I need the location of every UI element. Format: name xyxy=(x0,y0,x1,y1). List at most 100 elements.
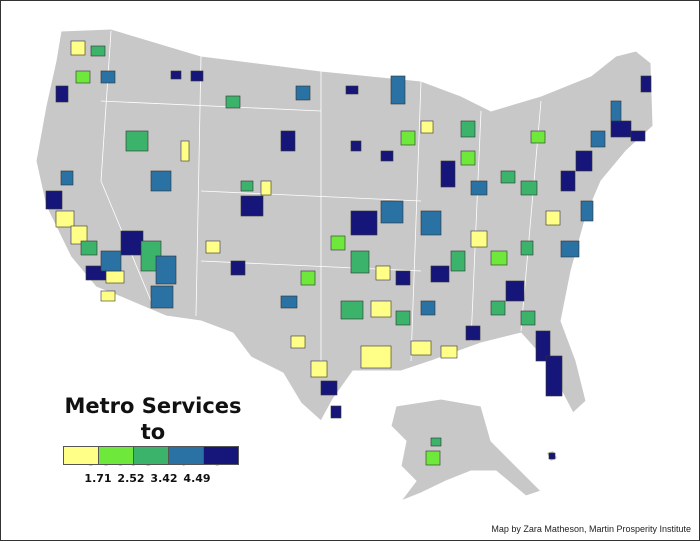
legend-break-2: 2.52 xyxy=(117,472,145,485)
metro-area xyxy=(100,250,122,272)
legend-swatch-5 xyxy=(203,446,239,465)
state-border-line xyxy=(410,80,422,362)
metro-area xyxy=(430,265,450,283)
metro-area xyxy=(60,170,74,186)
metro-area xyxy=(105,270,125,284)
metro-area xyxy=(350,140,362,152)
metro-area xyxy=(420,300,436,316)
map-credit: Map by Zara Matheson, Martin Prosperity … xyxy=(491,524,691,534)
metro-area xyxy=(520,240,534,256)
metro-area xyxy=(280,295,298,309)
metro-area xyxy=(420,210,442,236)
metro-area xyxy=(350,210,378,236)
metro-area xyxy=(80,240,98,256)
metro-area xyxy=(410,340,432,356)
legend-title-line1: Metro Services to xyxy=(64,394,242,444)
metro-area xyxy=(470,180,488,196)
metro-area xyxy=(420,120,434,134)
legend-break-4: 4.49 xyxy=(183,472,211,485)
metro-area xyxy=(530,130,546,144)
metro-area xyxy=(545,210,561,226)
metro-area xyxy=(240,180,254,192)
metro-area xyxy=(300,270,316,286)
metro-area xyxy=(630,130,646,142)
metro-area xyxy=(520,180,538,196)
metro-area xyxy=(230,260,246,276)
metro-area xyxy=(45,190,63,210)
state-border-line xyxy=(100,100,322,112)
metro-area xyxy=(90,45,106,57)
metro-area xyxy=(260,180,272,196)
metro-area xyxy=(395,310,411,326)
legend-break-3: 3.42 xyxy=(150,472,178,485)
metro-area xyxy=(490,300,506,316)
metro-area xyxy=(560,240,580,258)
legend-swatch-2 xyxy=(98,446,134,465)
metro-area xyxy=(330,405,342,419)
metro-area xyxy=(548,452,556,460)
metro-area xyxy=(150,285,174,309)
metro-area xyxy=(350,250,370,274)
metro-area xyxy=(345,85,359,95)
metro-area xyxy=(610,120,632,138)
metro-area xyxy=(55,85,69,103)
metro-area xyxy=(535,330,551,362)
metro-area xyxy=(505,280,525,302)
metro-area xyxy=(205,240,221,254)
metro-area xyxy=(240,195,264,217)
metro-area xyxy=(465,325,481,341)
legend-swatch-3 xyxy=(133,446,169,465)
metro-area xyxy=(610,100,622,122)
metro-area xyxy=(310,360,328,378)
metro-area xyxy=(640,75,652,93)
metro-area xyxy=(340,300,364,320)
metro-area xyxy=(100,290,116,302)
metro-area xyxy=(380,200,404,224)
metro-area xyxy=(320,380,338,396)
state-border-line xyxy=(470,110,482,342)
metro-areas xyxy=(45,40,652,466)
metro-area xyxy=(55,210,75,228)
metro-area xyxy=(430,437,442,447)
metro-area xyxy=(190,70,204,82)
metro-area xyxy=(560,170,576,192)
state-border-line xyxy=(195,55,202,317)
metro-area xyxy=(390,75,406,105)
metro-area xyxy=(360,345,392,369)
legend-swatch-4 xyxy=(168,446,204,465)
metro-area xyxy=(330,235,346,251)
metro-area xyxy=(180,140,190,162)
metro-area xyxy=(590,130,606,148)
metro-area xyxy=(520,310,536,326)
metro-area xyxy=(70,225,88,245)
state-border-line xyxy=(100,30,112,182)
metro-area xyxy=(155,255,177,285)
legend-break-1: 1.71 xyxy=(84,472,112,485)
state-border-line xyxy=(200,190,422,202)
metro-area xyxy=(170,70,182,80)
metro-area xyxy=(120,230,144,256)
metro-area xyxy=(425,450,441,466)
metro-area xyxy=(125,130,149,152)
metro-area xyxy=(575,150,593,172)
metro-area xyxy=(370,300,392,318)
metro-area xyxy=(225,95,241,109)
metro-area xyxy=(280,130,296,152)
metro-area xyxy=(395,270,411,286)
metro-area xyxy=(545,355,563,397)
metro-area xyxy=(295,85,311,101)
metro-area xyxy=(150,170,172,192)
metro-area xyxy=(70,40,86,56)
metro-area xyxy=(100,70,116,84)
metro-area xyxy=(380,150,394,162)
metro-area xyxy=(490,250,508,266)
metro-area xyxy=(470,230,488,248)
metro-area xyxy=(580,200,594,222)
metro-area xyxy=(500,170,516,184)
metro-area xyxy=(375,265,391,281)
metro-area xyxy=(400,130,416,146)
legend-color-bar xyxy=(63,446,239,465)
legend-swatch-1 xyxy=(63,446,99,465)
